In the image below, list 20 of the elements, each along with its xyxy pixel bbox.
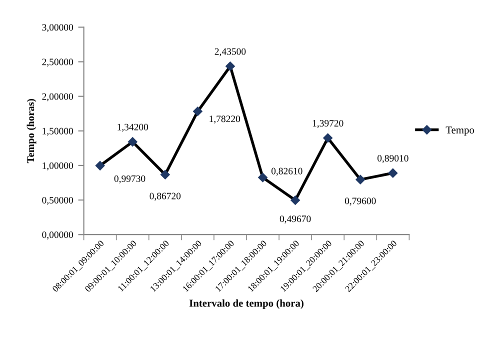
y-tick-label: 2,50000 (42, 58, 74, 67)
data-label: 0,99730 (114, 175, 146, 184)
data-label: 0,86720 (150, 192, 181, 201)
y-tick-label: 0,00000 (42, 232, 74, 240)
y-tick-label: 0,50000 (42, 196, 74, 205)
x-axis-title: Intervalo de tempo (hora) (189, 299, 304, 309)
y-tick-label: 1,00000 (42, 162, 74, 170)
data-label: 0,49670 (280, 216, 311, 224)
y-axis-title: Tempo (horas) (26, 98, 36, 164)
data-label: 2,43500 (214, 48, 246, 56)
y-tick-label: 1,50000 (42, 128, 74, 136)
y-tick-label: 3,00000 (42, 24, 74, 32)
data-label: 0,89010 (377, 155, 408, 164)
data-label: 1,39720 (312, 120, 344, 128)
data-label: 1,34200 (118, 124, 148, 132)
y-tick-label: 2,00000 (42, 93, 74, 102)
data-label: 0,79600 (344, 198, 376, 206)
data-label: 0,82610 (271, 168, 302, 176)
legend-label: Tempo (446, 126, 474, 136)
data-label: 1,78220 (210, 116, 240, 124)
